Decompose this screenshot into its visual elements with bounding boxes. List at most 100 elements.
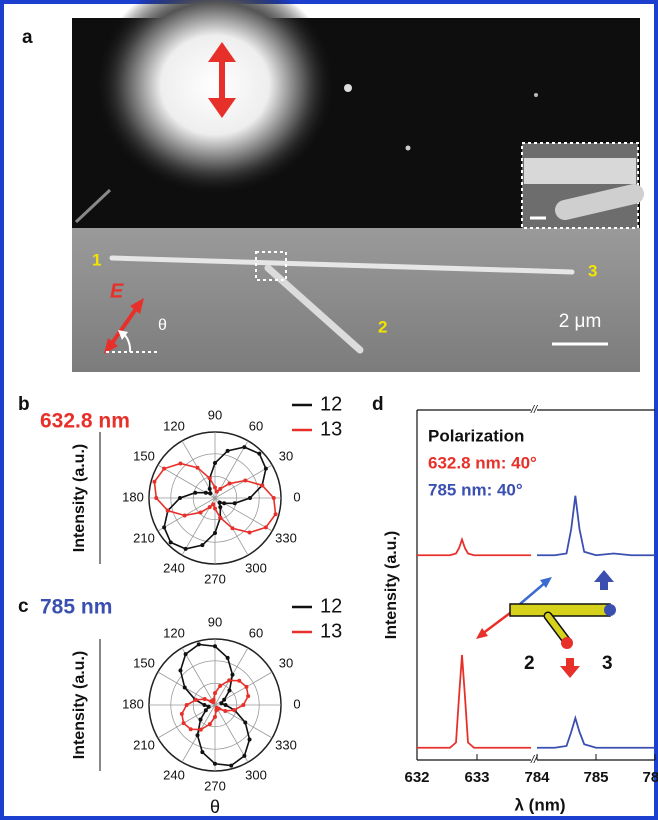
data-point (199, 510, 203, 514)
spectrum (417, 655, 531, 748)
annotation: 632.8 nm: 40° (428, 453, 537, 472)
data-point (162, 525, 166, 529)
data-point (194, 698, 198, 702)
data-point (223, 709, 227, 713)
data-point (248, 496, 252, 500)
angle-tick-label: 90 (208, 407, 222, 422)
panel-label: c (18, 596, 29, 617)
inset (522, 143, 638, 228)
data-point (208, 476, 212, 480)
angle-tick-label: 90 (208, 614, 222, 629)
data-point (178, 461, 182, 465)
angle-tick-label: 60 (249, 625, 263, 640)
data-point (184, 547, 188, 551)
emission-spot (534, 93, 538, 97)
spectrum (537, 496, 655, 556)
data-point (208, 505, 212, 509)
data-point (241, 703, 245, 707)
data-point (237, 679, 241, 683)
data-point (203, 697, 207, 701)
data-point (213, 485, 217, 489)
angle-tick-label: 240 (163, 767, 185, 782)
data-point (184, 652, 188, 656)
data-point (227, 678, 231, 682)
data-point (227, 689, 231, 693)
x-tick-label: 785 (583, 769, 608, 786)
data-point (230, 673, 234, 677)
y-axis-label: Intensity (a.u.) (383, 531, 400, 639)
grid-spoke (215, 705, 248, 762)
spectrum (417, 540, 531, 556)
data-point (233, 501, 237, 505)
data-point (213, 507, 217, 511)
y-axis-label: Intensity (a.u.) (71, 651, 88, 759)
data-point (222, 698, 226, 702)
scale-label: 2 μm (559, 311, 602, 332)
axis-break: // (530, 404, 538, 416)
data-point (204, 708, 208, 712)
legend-label: 12 (320, 595, 342, 617)
x-axis-label: θ (210, 797, 220, 817)
data-point (199, 717, 203, 721)
angle-tick-label: 180 (122, 489, 144, 504)
figure: a 1 2 3 E θ 2 μm 03060901201501802102402… (0, 0, 658, 820)
angle-tick-label: 270 (204, 778, 226, 793)
angle-tick-label: 120 (163, 418, 185, 433)
data-point (178, 496, 182, 500)
angle-tick-label: 210 (133, 530, 155, 545)
x-tick-label: 784 (524, 769, 550, 786)
data-point (208, 487, 212, 491)
data-point (196, 733, 200, 737)
data-point (226, 656, 230, 660)
micrograph: a 1 2 3 E θ 2 μm (22, 0, 640, 372)
diagram-label: 3 (602, 653, 613, 674)
data-point (189, 727, 193, 731)
data-point (183, 686, 187, 690)
chart-title: 632.8 nm (40, 410, 130, 433)
data-point (219, 701, 223, 705)
angle-tick-label: 0 (293, 696, 300, 711)
data-point (226, 449, 230, 453)
data-point (180, 712, 184, 716)
data-point (193, 491, 197, 495)
data-point (218, 487, 222, 491)
data-point (162, 467, 166, 471)
diagram-label: 2 (524, 653, 535, 674)
data-point (243, 720, 247, 724)
data-point (213, 691, 217, 695)
data-point (217, 707, 221, 711)
data-point (178, 668, 182, 672)
data-point (204, 491, 208, 495)
data-point (229, 764, 233, 768)
data-point (264, 467, 268, 471)
data-point (244, 685, 248, 689)
data-point (242, 754, 246, 758)
angle-tick-label: 240 (163, 560, 185, 575)
data-point (215, 490, 219, 494)
emission-spot (406, 146, 411, 151)
angle-tick-label: 150 (133, 448, 155, 463)
data-point (222, 501, 226, 505)
angle-tick-label: 210 (133, 737, 155, 752)
angle-tick-label: 180 (122, 696, 144, 711)
angle-label: θ (158, 317, 167, 334)
angle-tick-label: 0 (293, 489, 300, 504)
data-point (182, 721, 186, 725)
angle-tick-label: 150 (133, 655, 155, 670)
data-point (185, 703, 189, 707)
panel-label: a (22, 27, 33, 48)
data-point (211, 502, 215, 506)
x-axis-label: λ (nm) (515, 795, 566, 814)
angle-tick-label: 330 (275, 530, 297, 545)
data-point (183, 513, 187, 517)
field-label: E (110, 280, 124, 302)
data-point (218, 501, 222, 505)
emission-spot (344, 84, 352, 92)
data-point (230, 526, 234, 530)
legend-label: 12 (320, 393, 342, 415)
annotation: 785 nm: 40° (428, 480, 523, 499)
end-label: 3 (588, 261, 597, 280)
angle-tick-label: 270 (204, 571, 226, 586)
chart-title: 785 nm (40, 596, 112, 619)
data-point (209, 699, 213, 703)
